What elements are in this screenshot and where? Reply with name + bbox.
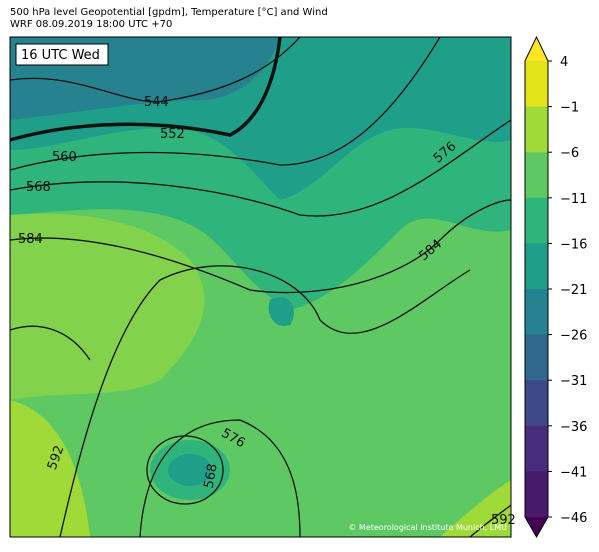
contour-label: 568 [26, 180, 51, 195]
contour-label: 584 [18, 232, 43, 247]
colorbar-band [525, 425, 548, 472]
colorbar-band [525, 289, 548, 336]
time-box [15, 43, 109, 66]
colorbar-tick-label: −16 [560, 237, 587, 252]
contour-label: 592 [491, 513, 516, 528]
title: 500 hPa level Geopotential [gpdm], Tempe… [10, 7, 328, 18]
colorbar-tick-label: −46 [560, 511, 587, 526]
colorbar-tick-label: −31 [560, 374, 587, 389]
colorbar-tick-label: −21 [560, 283, 587, 298]
colorbar-tick-label: 4 [560, 55, 568, 70]
colorbar-band [525, 61, 548, 108]
colorbar-tick-label: −1 [560, 101, 579, 116]
colorbar-band [525, 380, 548, 427]
colorbar-band [525, 106, 548, 153]
colorbar-band [525, 243, 548, 290]
colorbar-band [525, 471, 548, 518]
colorbar-tick-label: −6 [560, 146, 579, 161]
colorbar: 4 −1 −6 −11 −16 −21 −26 −31 −36 −41 −46 [524, 35, 587, 539]
subtitle: WRF 08.09.2019 18:00 UTC +70 [10, 19, 172, 30]
contour-label: 568 [202, 463, 221, 490]
colorbar-tick-label: −36 [560, 420, 587, 435]
colorbar-band [525, 334, 548, 381]
credit: © Meteorological Institute Munich, LMU [348, 523, 507, 532]
colorbar-extend [525, 517, 548, 537]
colorbar-band [525, 197, 548, 244]
colorbar-tick-label: −11 [560, 192, 587, 207]
colorbar-band [525, 152, 548, 199]
colorbar-tick-label: −26 [560, 329, 587, 344]
contour-label: 552 [160, 127, 185, 142]
contour-label: 560 [52, 150, 77, 165]
colorbar-extend [525, 37, 548, 61]
time-label: 16 UTC Wed [21, 48, 100, 63]
colorbar-tick-label: −41 [560, 465, 587, 480]
contour-label: 544 [144, 95, 169, 110]
map: 544 552 560 568 584 576 584 576 568 592 … [9, 36, 516, 538]
